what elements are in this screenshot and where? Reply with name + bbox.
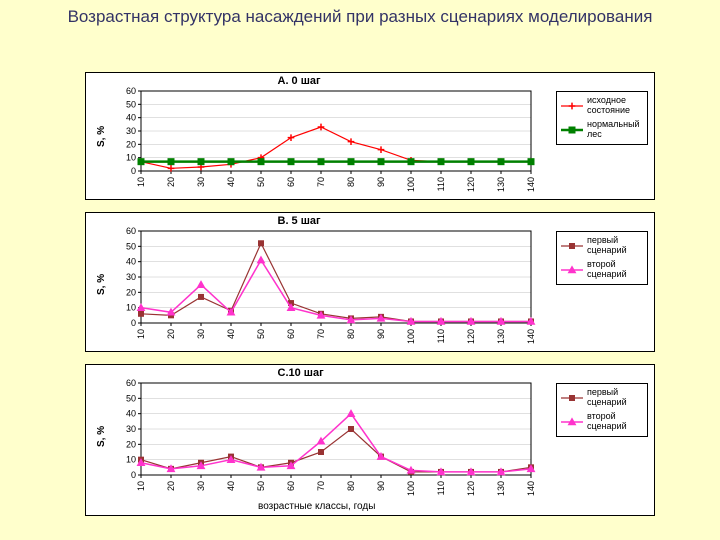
page: Возрастная структура насаждений при разн…	[0, 0, 720, 540]
svg-text:90: 90	[376, 481, 386, 491]
svg-text:0: 0	[131, 470, 136, 480]
legend-item: нормальный лес	[561, 120, 643, 140]
svg-text:90: 90	[376, 329, 386, 339]
legend-B: первый сценарий второй сценарий	[556, 231, 648, 285]
chart-panel-C: C.10 шагS, %0102030405060102030405060708…	[85, 364, 655, 516]
svg-text:120: 120	[466, 481, 476, 496]
page-title: Возрастная структура насаждений при разн…	[0, 0, 720, 28]
svg-text:40: 40	[226, 177, 236, 187]
legend-item: исходное состояние	[561, 96, 643, 116]
svg-text:20: 20	[126, 139, 136, 149]
svg-text:60: 60	[286, 177, 296, 187]
svg-text:140: 140	[526, 329, 536, 344]
svg-text:40: 40	[226, 329, 236, 339]
svg-text:50: 50	[126, 241, 136, 251]
svg-text:50: 50	[256, 329, 266, 339]
svg-text:110: 110	[436, 329, 446, 343]
legend-item: второй сценарий	[561, 412, 643, 432]
svg-text:20: 20	[166, 329, 176, 339]
svg-text:110: 110	[436, 481, 446, 495]
svg-text:30: 30	[126, 424, 136, 434]
svg-text:140: 140	[526, 481, 536, 496]
svg-text:40: 40	[226, 481, 236, 491]
legend-swatch-icon	[561, 241, 583, 251]
legend-swatch-icon	[561, 125, 583, 135]
legend-text: нормальный лес	[587, 120, 639, 140]
legend-text: первый сценарий	[587, 236, 639, 256]
svg-text:10: 10	[136, 177, 146, 187]
svg-text:50: 50	[256, 177, 266, 187]
svg-text:120: 120	[466, 177, 476, 192]
svg-text:100: 100	[406, 329, 416, 344]
chart-panel-A: A. 0 шагS, %0102030405060102030405060708…	[85, 72, 655, 200]
legend-swatch-icon	[561, 393, 583, 403]
svg-text:100: 100	[406, 481, 416, 496]
svg-text:80: 80	[346, 177, 356, 187]
svg-text:10: 10	[136, 329, 146, 339]
svg-text:140: 140	[526, 177, 536, 192]
svg-text:10: 10	[126, 455, 136, 465]
svg-text:0: 0	[131, 318, 136, 328]
svg-text:50: 50	[126, 393, 136, 403]
svg-text:60: 60	[126, 378, 136, 388]
svg-text:10: 10	[126, 153, 136, 163]
svg-text:120: 120	[466, 329, 476, 344]
svg-text:30: 30	[196, 481, 206, 491]
svg-text:110: 110	[436, 177, 446, 191]
svg-text:130: 130	[496, 177, 506, 192]
svg-text:60: 60	[286, 481, 296, 491]
svg-text:60: 60	[286, 329, 296, 339]
legend-item: первый сценарий	[561, 388, 643, 408]
svg-text:30: 30	[196, 329, 206, 339]
svg-text:30: 30	[196, 177, 206, 187]
svg-text:40: 40	[126, 257, 136, 267]
legend-A: исходное состояние нормальный лес	[556, 91, 648, 145]
chart-panel-B: B. 5 шагS, %0102030405060102030405060708…	[85, 212, 655, 352]
legend-swatch-icon	[561, 101, 583, 111]
svg-text:80: 80	[346, 481, 356, 491]
legend-text: первый сценарий	[587, 388, 639, 408]
svg-text:130: 130	[496, 481, 506, 496]
svg-text:30: 30	[126, 126, 136, 136]
svg-text:20: 20	[126, 287, 136, 297]
svg-text:10: 10	[136, 481, 146, 491]
svg-text:20: 20	[166, 481, 176, 491]
svg-text:20: 20	[126, 439, 136, 449]
svg-text:130: 130	[496, 329, 506, 344]
svg-text:40: 40	[126, 409, 136, 419]
svg-text:50: 50	[126, 99, 136, 109]
svg-text:100: 100	[406, 177, 416, 192]
svg-text:70: 70	[316, 481, 326, 491]
svg-text:60: 60	[126, 86, 136, 96]
svg-text:10: 10	[126, 303, 136, 313]
svg-text:60: 60	[126, 226, 136, 236]
svg-text:80: 80	[346, 329, 356, 339]
svg-text:70: 70	[316, 177, 326, 187]
svg-text:20: 20	[166, 177, 176, 187]
legend-text: второй сценарий	[587, 412, 639, 432]
legend-swatch-icon	[561, 265, 583, 275]
legend-swatch-icon	[561, 417, 583, 427]
legend-item: второй сценарий	[561, 260, 643, 280]
legend-text: исходное состояние	[587, 96, 639, 116]
svg-text:50: 50	[256, 481, 266, 491]
svg-text:90: 90	[376, 177, 386, 187]
svg-text:0: 0	[131, 166, 136, 176]
xlabel: возрастные классы, годы	[258, 501, 375, 512]
legend-item: первый сценарий	[561, 236, 643, 256]
svg-text:30: 30	[126, 272, 136, 282]
legend-C: первый сценарий второй сценарий	[556, 383, 648, 437]
svg-text:70: 70	[316, 329, 326, 339]
legend-text: второй сценарий	[587, 260, 639, 280]
svg-text:40: 40	[126, 113, 136, 123]
